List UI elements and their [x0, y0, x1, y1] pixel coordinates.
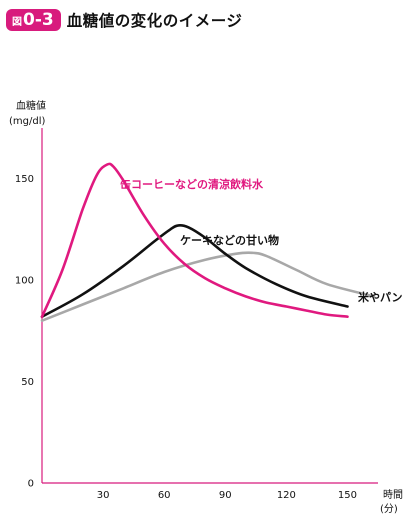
- y-axis-label: 血糖値: [16, 99, 46, 112]
- x-tick-label: 120: [277, 490, 296, 501]
- series-line-rice-bread: [40, 251, 376, 322]
- y-tick-label: 0: [28, 479, 34, 490]
- axes: [41, 128, 378, 484]
- x-tick-label: 150: [338, 490, 357, 501]
- y-axis-unit: (mg/dl): [9, 116, 45, 127]
- series-label-rice-bread: 米やパン: [357, 290, 403, 304]
- series-line-canned-coffee: [40, 162, 349, 318]
- y-tick-label: 100: [15, 276, 34, 287]
- figure-header: 図 0-3 血糖値の変化のイメージ: [6, 6, 242, 34]
- series-line-cake: [40, 223, 349, 318]
- x-axis-unit: (分): [380, 503, 398, 515]
- y-tick-label: 150: [15, 174, 34, 185]
- figure-number: 0-3: [23, 10, 54, 30]
- tick-labels: 0 50 100 150 30 60 90 120 150: [15, 174, 357, 501]
- series-lines: [40, 162, 376, 322]
- x-axis-label: 時間: [383, 489, 403, 501]
- x-tick-label: 90: [219, 490, 232, 501]
- y-tick-label: 50: [21, 377, 34, 388]
- figure-label-prefix: 図: [12, 17, 22, 28]
- series-label-canned-coffee: 缶コーヒーなどの清涼飲料水: [120, 177, 264, 191]
- figure-title: 血糖値の変化のイメージ: [66, 12, 243, 30]
- figure-badge: 図 0-3: [6, 9, 61, 31]
- x-tick-label: 30: [97, 490, 110, 501]
- series-label-cake: ケーキなどの甘い物: [180, 233, 279, 247]
- x-tick-label: 60: [158, 490, 171, 501]
